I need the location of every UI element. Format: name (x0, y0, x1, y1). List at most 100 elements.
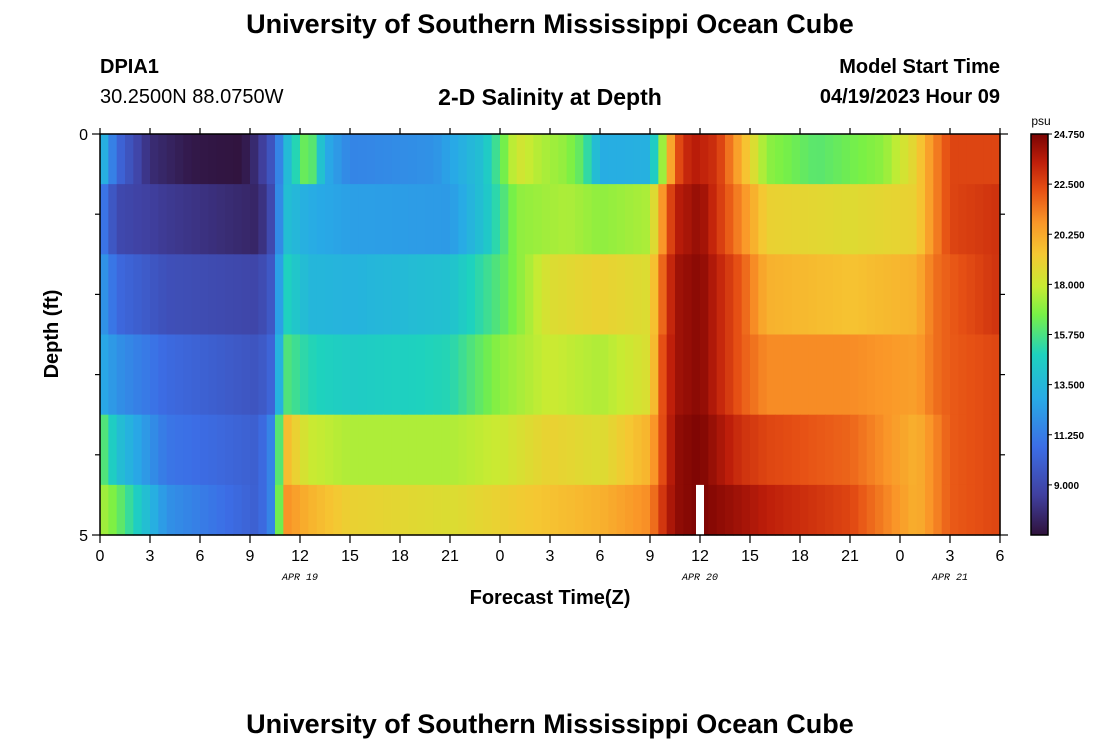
heatmap-cell (541, 484, 551, 536)
heatmap-cell (225, 184, 234, 255)
heatmap-cell (508, 334, 518, 416)
heatmap-cell (708, 334, 718, 416)
heatmap-cell (241, 414, 251, 486)
heatmap-cell (425, 254, 434, 336)
heatmap-cell (583, 484, 593, 536)
heatmap-cell (750, 484, 759, 536)
heatmap-cell (125, 334, 134, 416)
heatmap-cell (958, 414, 968, 486)
heatmap-cell (858, 134, 868, 185)
heatmap-cell (216, 184, 226, 255)
station-id: DPIA1 (100, 56, 159, 78)
heatmap-cell (491, 184, 501, 255)
heatmap-cell (350, 184, 359, 255)
heatmap-cell (816, 414, 826, 486)
heatmap-cell (775, 254, 784, 336)
heatmap-cell (633, 134, 643, 185)
heatmap-cell (233, 334, 243, 416)
heatmap-cell (216, 334, 226, 416)
heatmap-cell (291, 254, 301, 336)
heatmap-cell (325, 254, 334, 336)
heatmap-cell (683, 334, 693, 416)
heatmap-cell (991, 184, 1001, 255)
heatmap-cell (508, 484, 518, 536)
heatmap-cell (775, 414, 784, 486)
heatmap-cell (200, 484, 209, 536)
colorbar-tick-label: 22.500 (1054, 180, 1085, 191)
y-tick-label: 5 (79, 528, 88, 545)
heatmap-cell (500, 254, 509, 336)
heatmap-cell (933, 254, 943, 336)
heatmap-cell (158, 134, 168, 185)
heatmap-cell (900, 414, 909, 486)
heatmap-cell (183, 184, 193, 255)
heatmap-cell (966, 414, 976, 486)
heatmap-cell (591, 484, 601, 536)
heatmap-cell (750, 184, 759, 255)
heatmap-cell (916, 414, 926, 486)
heatmap-cell (408, 134, 418, 185)
heatmap-cell (300, 334, 309, 416)
heatmap-cell (725, 184, 734, 255)
heatmap-cell (833, 484, 843, 536)
heatmap-cell (383, 484, 393, 536)
heatmap-cell (300, 484, 309, 536)
heatmap-cell (858, 184, 868, 255)
heatmap-cell (116, 134, 126, 185)
heatmap-cell (591, 254, 601, 336)
heatmap-cell (108, 184, 118, 255)
heatmap-cell (191, 134, 201, 185)
heatmap-cell (558, 184, 568, 255)
heatmap-cell (800, 134, 809, 185)
heatmap-cell (333, 254, 343, 336)
x-tick-label: 3 (146, 548, 155, 565)
heatmap-cell (516, 484, 526, 536)
heatmap-cell (458, 414, 468, 486)
heatmap-cell (100, 134, 109, 185)
y-axis-label: Depth (ft) (41, 290, 63, 379)
heatmap-cell (558, 334, 568, 416)
heatmap-cell (550, 184, 559, 255)
heatmap-cell (591, 414, 601, 486)
heatmap-cell (416, 414, 426, 486)
heatmap-cell (491, 484, 501, 536)
heatmap-cell (775, 184, 784, 255)
heatmap-cell (858, 484, 868, 536)
heatmap-cell (566, 134, 576, 185)
heatmap-cell (875, 484, 884, 536)
heatmap-cell (808, 334, 818, 416)
heatmap-cell (983, 334, 993, 416)
heatmap-cell (408, 334, 418, 416)
heatmap-cell (816, 484, 826, 536)
heatmap-cell (150, 134, 159, 185)
heatmap-cell (550, 134, 559, 185)
heatmap-cell (891, 414, 901, 486)
heatmap-cell (608, 334, 618, 416)
heatmap-cell (258, 134, 268, 185)
heatmap-cell (391, 484, 401, 536)
heatmap-cell (675, 134, 684, 185)
footer-title: University of Southern Mississippi Ocean… (246, 709, 854, 739)
heatmap-cell (275, 254, 284, 336)
heatmap-cell (516, 184, 526, 255)
x-tick-label: 6 (196, 548, 205, 565)
heatmap-cell (416, 334, 426, 416)
heatmap-cell (583, 254, 593, 336)
heatmap-cell (350, 254, 359, 336)
x-tick-label: 9 (246, 548, 255, 565)
heatmap-cell (275, 334, 284, 416)
x-tick-label: 9 (646, 548, 655, 565)
heatmap-cell (650, 414, 659, 486)
heatmap-cell (408, 254, 418, 336)
heatmap-cell (558, 134, 568, 185)
heatmap-cell (383, 184, 393, 255)
heatmap-cell (433, 254, 443, 336)
heatmap-cell (375, 484, 384, 536)
heatmap-cell (175, 414, 184, 486)
heatmap-cell (491, 134, 501, 185)
heatmap-cell (150, 414, 159, 486)
heatmap-cell (208, 134, 218, 185)
heatmap-cell (833, 254, 843, 336)
heatmap-cell (900, 334, 909, 416)
heatmap-cell (250, 414, 259, 486)
